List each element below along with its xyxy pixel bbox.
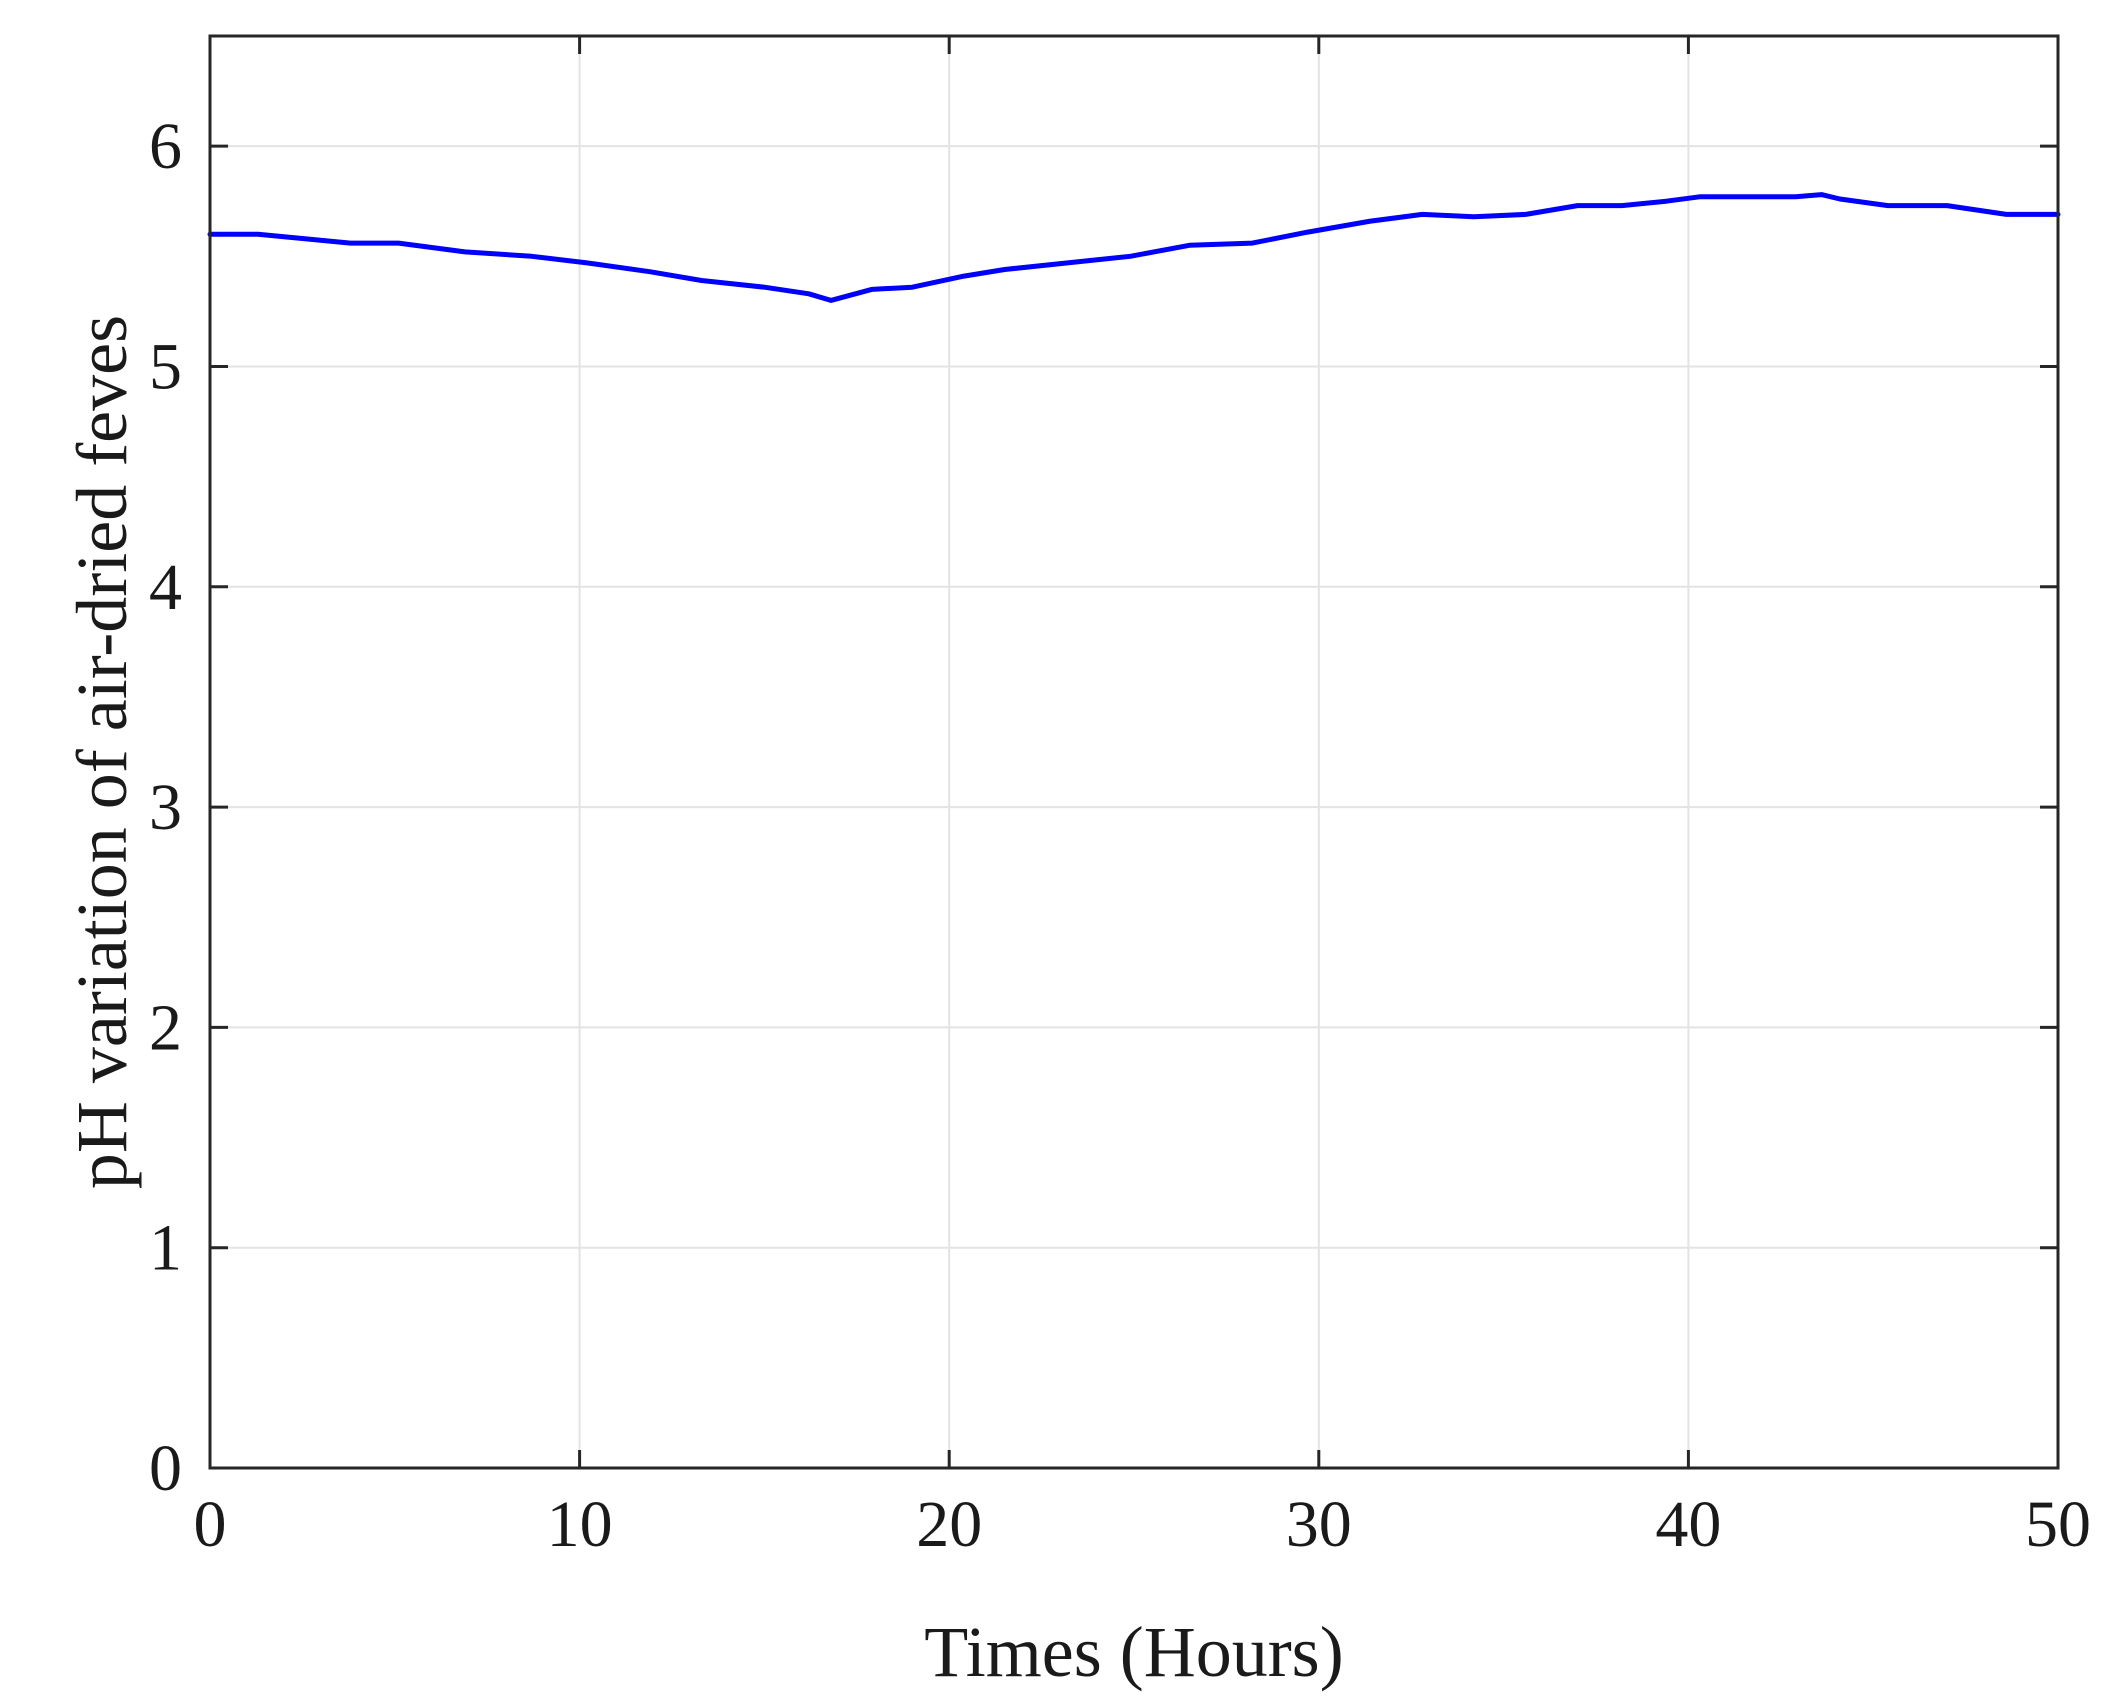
plot-frame (208, 34, 2060, 1470)
tick-marks (208, 36, 2060, 1470)
x-tick-label: 30 (1286, 1488, 1352, 1561)
y-tick-label: 5 (149, 330, 182, 403)
y-tick-label: 6 (149, 110, 182, 183)
y-tick-label: 0 (149, 1432, 182, 1505)
y-tick-label: 3 (149, 771, 182, 844)
grid-lines (210, 36, 2058, 1468)
x-axis-label: Times (Hours) (924, 1612, 1343, 1692)
x-tick-label: 0 (194, 1488, 227, 1561)
series-layer (207, 192, 2061, 303)
x-tick-label: 10 (547, 1488, 613, 1561)
y-tick-labels: 0 1 2 3 4 5 6 (149, 110, 182, 1505)
y-tick-label: 4 (149, 551, 182, 624)
y-axis-label: pH variation of air-dried feves (62, 315, 142, 1189)
x-tick-label: 50 (2025, 1488, 2091, 1561)
y-tick-label: 1 (149, 1212, 182, 1285)
plot-area (210, 36, 2058, 1468)
x-tick-label: 20 (916, 1488, 982, 1561)
y-tick-label: 2 (149, 991, 182, 1064)
series-line-1 (207, 192, 2061, 303)
x-tick-labels: 0 10 20 30 40 50 (194, 1488, 2092, 1561)
x-tick-label: 40 (1655, 1488, 1721, 1561)
